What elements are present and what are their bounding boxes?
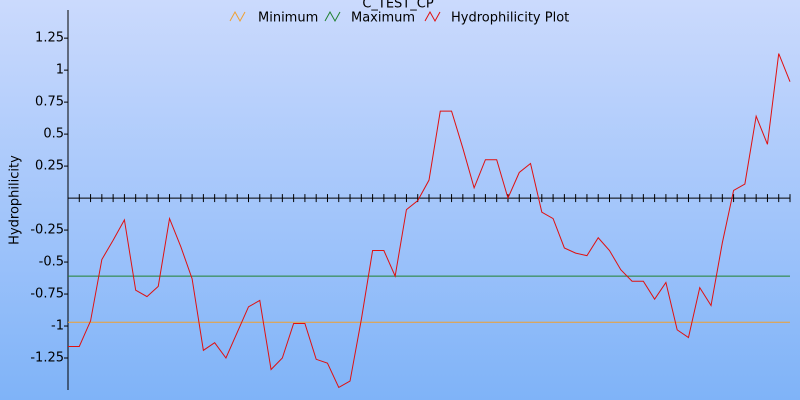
y-tick-label: 1 (56, 63, 64, 78)
series-line (68, 53, 791, 389)
legend-icon (229, 10, 246, 23)
y-axis-label: Hydrophilicity (8, 155, 23, 245)
y-tick-label: -1 (51, 319, 64, 334)
legend-icon (324, 10, 341, 23)
y-tick-label: -0.25 (30, 223, 64, 238)
legend-icon (424, 10, 441, 23)
legend-label: Minimum (258, 11, 318, 26)
y-tick-label: 1.25 (35, 31, 64, 46)
legend-label: Hydrophilicity Plot (451, 11, 569, 26)
y-tick-label: 0.5 (43, 127, 64, 142)
y-tick-label: 0.75 (35, 95, 64, 110)
y-tick-label: -0.5 (39, 255, 64, 270)
chart-title: C_TEST_CP (362, 0, 434, 12)
legend-label: Maximum (351, 11, 415, 26)
y-tick-label: 0.25 (35, 159, 64, 174)
y-tick-label: -1.25 (30, 351, 64, 366)
y-tick-label: -0.75 (30, 287, 64, 302)
